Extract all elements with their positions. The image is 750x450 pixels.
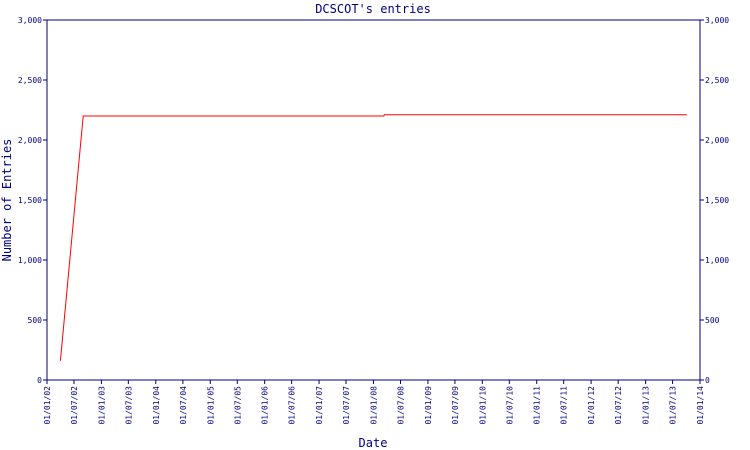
x-tick-label: 01/01/11 (533, 386, 542, 425)
x-tick-label: 01/07/10 (505, 386, 514, 425)
x-tick-label: 01/07/02 (70, 386, 79, 425)
y-tick-label: 0 (705, 376, 710, 385)
x-tick-label: 01/01/12 (587, 386, 596, 425)
y-tick-label: 0 (37, 376, 42, 385)
y-tick-label: 2,000 (18, 136, 42, 145)
x-tick-label: 01/07/03 (124, 386, 133, 425)
x-tick-label: 01/07/05 (233, 386, 242, 425)
x-tick-label: 01/07/04 (179, 386, 188, 425)
x-tick-label: 01/01/05 (206, 386, 215, 425)
x-tick-label: 01/07/12 (614, 386, 623, 425)
x-tick-label: 01/01/06 (261, 386, 270, 425)
x-tick-label: 01/01/03 (97, 386, 106, 425)
x-tick-label: 01/07/08 (397, 386, 406, 425)
y-tick-label: 500 (28, 316, 43, 325)
x-tick-label: 01/01/08 (369, 386, 378, 425)
x-tick-label: 01/07/06 (288, 386, 297, 425)
x-tick-label: 01/01/07 (315, 386, 324, 425)
y-tick-label: 2,000 (705, 136, 729, 145)
y-axis-label: Number of Entries (0, 139, 14, 262)
y-tick-label: 3,000 (18, 16, 42, 25)
x-tick-label: 01/01/13 (642, 386, 651, 425)
data-line (59, 114, 687, 361)
y-tick-label: 3,000 (705, 16, 729, 25)
y-tick-label: 2,500 (18, 76, 42, 85)
x-tick-label: 01/07/13 (669, 386, 678, 425)
y-tick-label: 1,500 (705, 196, 729, 205)
x-tick-label: 01/01/04 (152, 386, 161, 425)
plot-frame (46, 19, 701, 381)
y-tick-label: 1,000 (705, 256, 729, 265)
chart-title: DCSCOT's entries (315, 2, 431, 16)
x-tick-label: 01/07/09 (451, 386, 460, 425)
y-tick-label: 1,500 (18, 196, 42, 205)
y-tick-label: 2,500 (705, 76, 729, 85)
x-axis-label: Date (359, 436, 388, 450)
x-tick-label: 01/01/14 (696, 386, 705, 425)
x-tick-label: 01/07/11 (560, 386, 569, 425)
x-tick-label: 01/01/02 (43, 386, 52, 425)
x-tick-label: 01/01/09 (424, 386, 433, 425)
x-tick-label: 01/07/07 (342, 386, 351, 425)
y-tick-label: 500 (705, 316, 720, 325)
x-tick-label: 01/01/10 (478, 386, 487, 425)
y-tick-label: 1,000 (18, 256, 42, 265)
